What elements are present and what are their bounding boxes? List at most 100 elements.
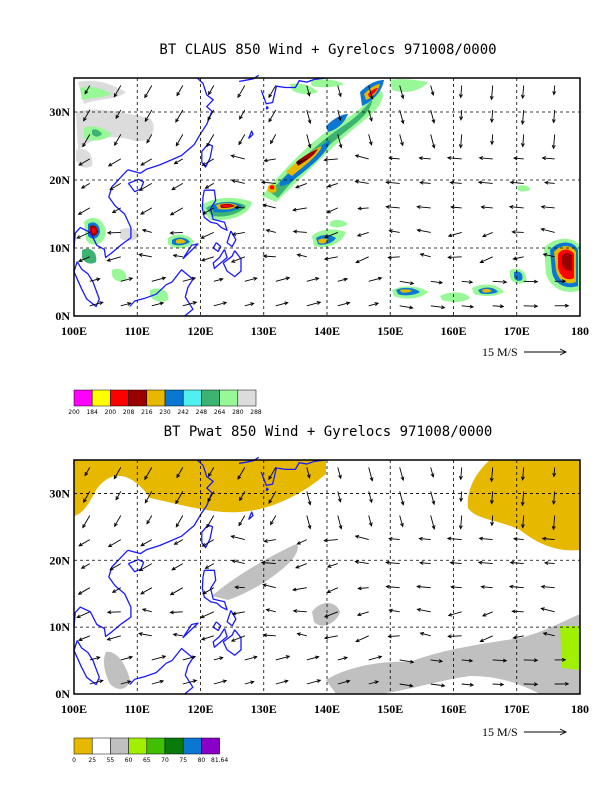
x-tick-label: 120E xyxy=(187,324,213,338)
wind-vector xyxy=(385,560,400,565)
wind-vector xyxy=(512,635,524,640)
wind-vector xyxy=(447,634,462,639)
coastline-segment xyxy=(129,281,173,307)
wind-vector xyxy=(173,158,184,165)
coastline-segment xyxy=(265,105,269,110)
wind-vector xyxy=(458,515,463,530)
wind-vector xyxy=(234,205,245,210)
wind-vector xyxy=(200,611,214,619)
wind-vector xyxy=(357,586,369,591)
colorbar-swatch xyxy=(182,737,202,755)
wind-vector xyxy=(323,538,338,543)
wind-vector xyxy=(368,109,373,122)
wind-vector xyxy=(268,85,277,99)
wind-vector xyxy=(541,536,555,541)
wind-vector xyxy=(520,467,525,481)
colorbar-label: 200 xyxy=(105,409,117,416)
coastline-segment xyxy=(171,647,194,695)
wind-vector xyxy=(260,180,276,185)
wind-vector xyxy=(292,229,307,234)
wind-vector xyxy=(449,180,462,185)
wind-vector xyxy=(512,156,524,161)
wind-vector xyxy=(355,256,369,264)
wind-vector xyxy=(430,280,444,285)
wind-vector xyxy=(512,256,524,261)
y-tick-label: 10N xyxy=(49,620,70,634)
wind-vector xyxy=(175,515,184,528)
wind-vector xyxy=(182,679,198,685)
reference-vector-arrow xyxy=(524,728,568,736)
colorbar-swatch xyxy=(128,389,148,407)
wind-vector xyxy=(106,256,121,262)
wind-vector xyxy=(416,584,431,589)
wind-vector xyxy=(461,658,474,663)
colorbar-label: 0 xyxy=(72,757,76,764)
wind-vector xyxy=(337,109,342,122)
wind-vector xyxy=(268,467,277,481)
coastline-segment xyxy=(260,459,326,487)
wind-vector xyxy=(138,183,153,191)
wind-vector xyxy=(151,655,167,661)
wind-vector xyxy=(237,85,246,99)
wind-vector xyxy=(388,536,400,541)
wind-vector xyxy=(213,656,224,661)
wind-vector xyxy=(356,231,369,237)
colorbar-swatch xyxy=(146,737,166,755)
wind-vector xyxy=(542,632,555,637)
colorbar-label: 55 xyxy=(107,757,115,764)
wind-vector xyxy=(337,656,349,661)
wind-vector xyxy=(477,180,493,185)
wind-vector xyxy=(111,587,122,593)
wind-vector xyxy=(385,584,400,589)
wind-vector xyxy=(262,583,276,589)
colorbar-swatch xyxy=(182,389,202,407)
wind-vector xyxy=(78,635,90,641)
wind-vector xyxy=(200,231,214,239)
wind-vector xyxy=(113,85,122,98)
wind-vector xyxy=(419,180,431,185)
coastline-segment xyxy=(212,249,228,270)
wind-vector xyxy=(144,467,153,481)
wind-vector xyxy=(399,305,414,310)
wind-vector xyxy=(140,587,153,595)
x-tick-labels: 100E 110E 120E 130E 140E 150E 160E 170E 180 xyxy=(61,702,589,716)
wind-vector xyxy=(418,156,431,161)
wind-vector xyxy=(459,109,464,121)
wind-vector xyxy=(89,277,101,282)
colorbar-label: 80 xyxy=(198,757,206,764)
wind-vector xyxy=(540,607,555,613)
wind-vector xyxy=(262,254,276,259)
coastline-segment xyxy=(171,269,194,317)
x-tick-label: 110E xyxy=(125,702,150,716)
wind-vector xyxy=(306,277,320,282)
wind-vector xyxy=(176,467,184,479)
colorbar-swatch xyxy=(201,737,220,755)
wind-vector xyxy=(337,467,342,480)
wind-vector xyxy=(208,85,215,96)
wind-vector xyxy=(430,305,446,310)
wind-vector xyxy=(114,515,122,528)
wind-vector xyxy=(387,634,400,639)
wind-vector xyxy=(239,491,246,502)
x-tick-label: 100E xyxy=(61,324,87,338)
wind-vector xyxy=(140,158,153,166)
wind-vector xyxy=(234,585,245,590)
wind-vector xyxy=(356,611,369,617)
wind-vector xyxy=(490,134,495,146)
x-tick-label: 140E xyxy=(314,324,340,338)
wind-vector xyxy=(416,607,431,613)
wind-vector xyxy=(337,515,343,530)
wind-vector xyxy=(552,85,557,96)
wind-vector xyxy=(275,301,289,307)
wind-vector xyxy=(82,515,91,529)
wind-vector xyxy=(200,256,214,262)
wind-vector xyxy=(140,207,153,215)
wind-vector xyxy=(450,585,462,589)
colorbar-label: 65 xyxy=(143,757,151,764)
wind-vector xyxy=(77,207,91,215)
y-tick-label: 30N xyxy=(49,486,70,500)
wind-vector xyxy=(489,85,494,101)
wind-vector xyxy=(306,134,312,149)
y-tick-labels: 0N 10N 20N 30N xyxy=(49,105,70,323)
